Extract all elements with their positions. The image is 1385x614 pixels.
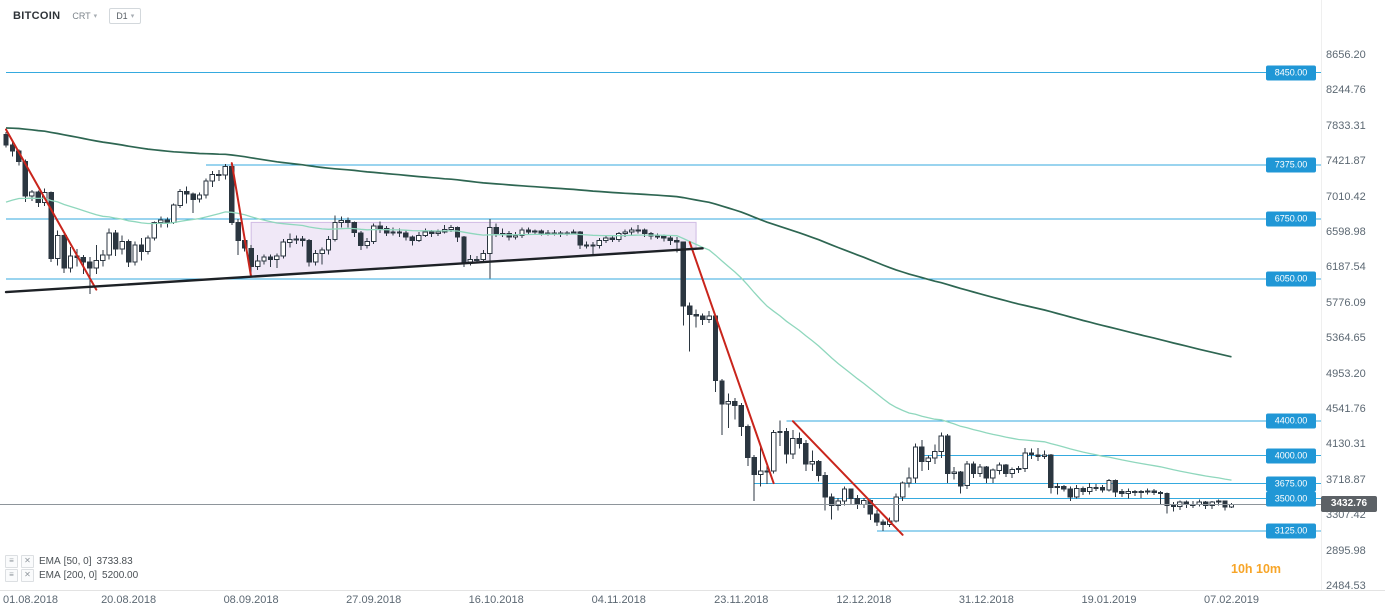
indicator-menu-icon[interactable]: ≡ <box>5 569 18 582</box>
chevron-down-icon: ▾ <box>93 13 98 20</box>
indicator-name: EMA <box>39 556 61 567</box>
chart-type-value: CRT <box>72 11 91 21</box>
price-level-badge[interactable]: 8450.00 <box>1266 65 1316 81</box>
chevron-down-icon: ▾ <box>130 13 135 20</box>
ema-50-line <box>5 197 1232 481</box>
timeframe-dropdown[interactable]: D1 ▾ <box>109 8 142 24</box>
price-level-badge[interactable]: 3500.00 <box>1266 491 1316 507</box>
price-level-badge[interactable]: 3675.00 <box>1266 476 1316 492</box>
indicator-value: 5200.00 <box>102 570 139 581</box>
indicator-row-ema50: ≡ ✕ EMA [50, 0] 3733.83 <box>5 555 138 568</box>
trendline[interactable] <box>791 420 904 536</box>
chart-toolbar: BITCOIN CRT ▾ D1 ▾ <box>13 8 142 24</box>
ema-200-line <box>5 127 1232 358</box>
indicator-remove-icon[interactable]: ✕ <box>21 555 34 568</box>
price-level-badge[interactable]: 4000.00 <box>1266 448 1316 464</box>
indicator-remove-icon[interactable]: ✕ <box>21 569 34 582</box>
price-level-badge[interactable]: 3125.00 <box>1266 523 1316 539</box>
chart-type-dropdown[interactable]: CRT ▾ <box>72 11 98 21</box>
price-axis-separator <box>1321 0 1322 590</box>
trendline[interactable] <box>4 247 704 294</box>
indicator-menu-icon[interactable]: ≡ <box>5 555 18 568</box>
trendline[interactable] <box>5 128 98 291</box>
indicator-value: 3733.83 <box>96 556 133 567</box>
indicator-row-ema200: ≡ ✕ EMA [200, 0] 5200.00 <box>5 569 138 582</box>
indicator-legend: ≡ ✕ EMA [50, 0] 3733.83 ≡ ✕ EMA [200, 0]… <box>5 555 138 583</box>
timeframe-value: D1 <box>116 11 128 21</box>
price-level-badge[interactable]: 6050.00 <box>1266 271 1316 287</box>
trendline[interactable] <box>230 162 253 278</box>
symbol-label: BITCOIN <box>13 10 61 22</box>
price-level-badge[interactable]: 4400.00 <box>1266 413 1316 429</box>
indicator-params: [200, 0] <box>63 570 98 581</box>
candle-countdown: 10h 10m <box>1231 562 1282 576</box>
price-level-badge[interactable]: 7375.00 <box>1266 157 1316 173</box>
indicator-name: EMA <box>39 570 61 581</box>
time-axis-separator <box>0 590 1385 591</box>
trendline[interactable] <box>688 241 775 485</box>
price-level-badge[interactable]: 6750.00 <box>1266 211 1316 227</box>
indicator-params: [50, 0] <box>63 556 92 567</box>
